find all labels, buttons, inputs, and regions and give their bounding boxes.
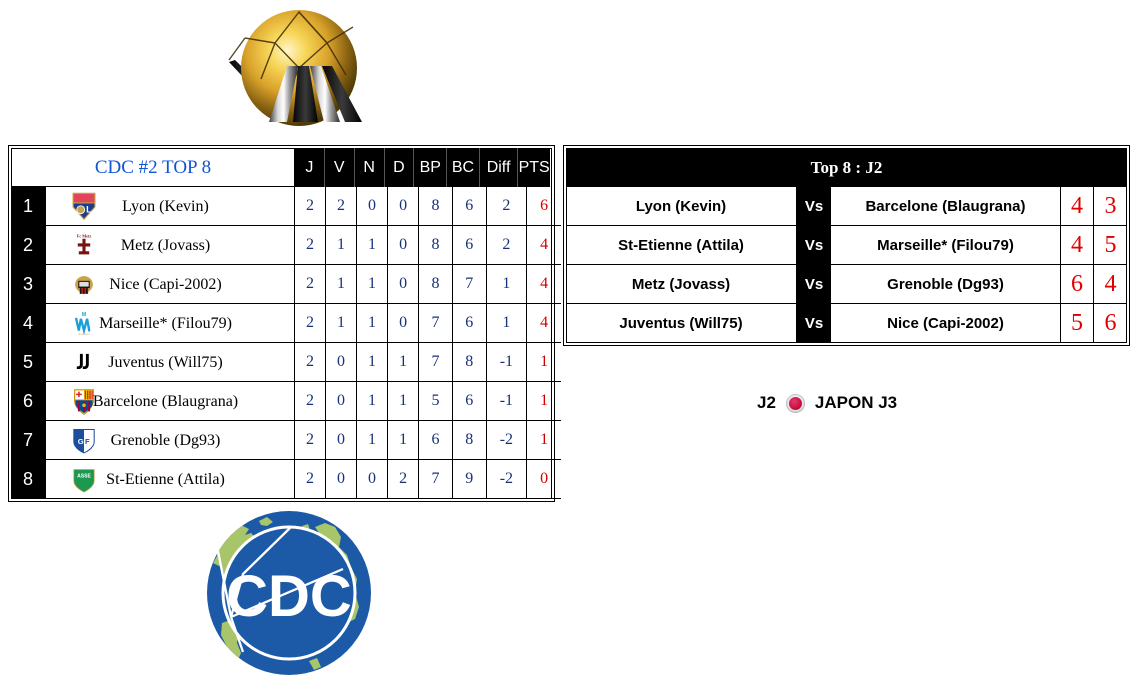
svg-text:CDC: CDC [226, 564, 352, 629]
